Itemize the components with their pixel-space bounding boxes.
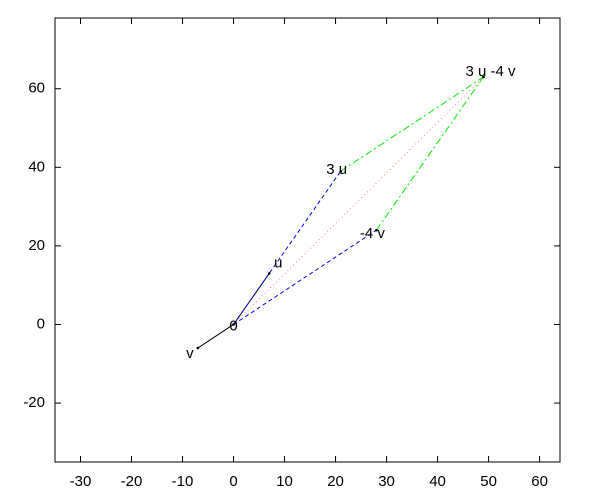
point-label: u	[274, 254, 282, 271]
plot-frame	[54, 17, 561, 463]
y-tick-label: 40	[28, 158, 45, 175]
point-label: 0	[229, 317, 237, 334]
x-tick-label: 10	[276, 473, 293, 490]
x-tick-label: 30	[378, 473, 395, 490]
x-tick-label: 20	[327, 473, 344, 490]
x-tick-label: -30	[70, 473, 92, 490]
x-tick-label: 60	[531, 473, 548, 490]
x-tick-label: 0	[229, 473, 237, 490]
point	[232, 323, 235, 326]
point-label: v	[186, 345, 194, 362]
vector-line	[340, 76, 484, 172]
point	[482, 75, 485, 79]
vector-line	[233, 170, 342, 325]
x-tick-label: 50	[480, 473, 497, 490]
y-tick-label: 0	[37, 315, 45, 332]
x-tick-label: 40	[429, 473, 446, 490]
vector-line	[233, 229, 377, 325]
x-tick-label: -10	[172, 473, 194, 490]
point	[267, 272, 271, 275]
point	[375, 228, 378, 232]
vector-line	[197, 324, 234, 349]
point-label: 3 u	[326, 161, 347, 178]
y-tick-label: 20	[28, 237, 45, 254]
x-tick-label: -20	[121, 473, 143, 490]
vector-line	[233, 76, 484, 325]
point-label: -4 v	[360, 225, 386, 242]
point	[339, 169, 342, 173]
point-label: 3 u -4 v	[465, 63, 516, 80]
vector-line	[375, 76, 484, 231]
y-tick-label: 60	[28, 80, 45, 97]
point	[196, 346, 200, 350]
y-tick-label: -20	[23, 394, 45, 411]
